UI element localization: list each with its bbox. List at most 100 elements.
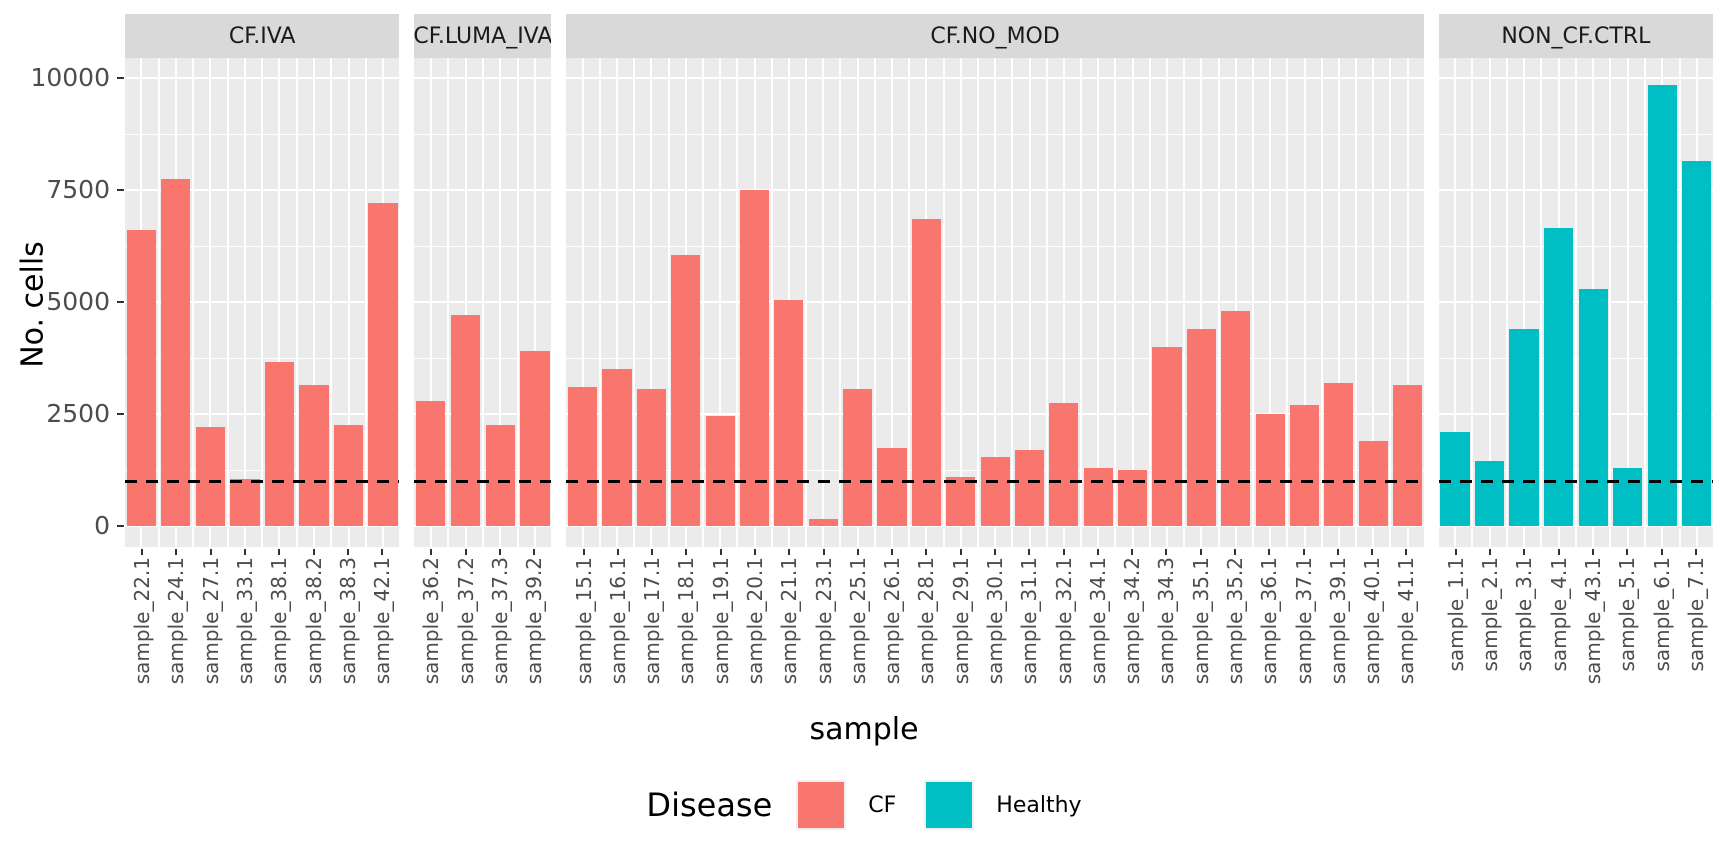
x-tick-label: sample_6.1 [1649,557,1674,672]
x-tick-label: sample_39.2 [522,557,547,685]
x-tick-mark [1576,547,1610,555]
x-tick-label: sample_23.1 [811,557,836,685]
x-labels-row: sample_36.2 sample_37.2 sample_37.3 sample_… [414,555,551,705]
bar-slot [261,58,296,547]
legend-swatch [796,780,847,830]
x-tick-mark [566,547,600,555]
bar-slot [295,58,331,547]
bar [368,203,398,526]
bar-slots [414,58,551,547]
x-tick-label: sample_41.1 [1394,557,1419,685]
bar [1358,440,1388,526]
facet-strip: CF.IVA [125,14,400,58]
bar [1324,382,1354,526]
bar [1509,328,1539,526]
x-label-slot: sample_35.2 [1218,555,1252,705]
y-tick-label: 2500 [46,399,110,428]
bar-slot [770,58,805,547]
bar-slot [566,58,598,547]
facet-NON_CF.CTRL: NON_CF.CTRL sample_1.1 sample_2.1 sample_3.… [1438,14,1713,705]
bar [602,369,632,526]
x-tick-mark [1389,547,1423,555]
bar-slot [976,58,1011,547]
bar-slot [701,58,736,547]
bar [1474,461,1505,526]
x-label-slot: sample_27.1 [194,555,228,705]
bar [450,315,481,526]
x-ticks-row [125,547,399,555]
bar-slot [1609,58,1644,547]
x-tick-mark [635,547,669,555]
bar [1578,288,1608,526]
facet-strip-label: CF.NO_MOD [930,23,1060,49]
x-tick-label: sample_35.2 [1222,557,1247,685]
bar-slot [1045,58,1080,547]
x-label-slot: sample_38.2 [296,555,330,705]
bar [1049,402,1079,526]
x-tick-mark [517,547,551,555]
x-tick-label: sample_38.3 [335,557,360,685]
x-label-slot: sample_19.1 [704,555,738,705]
x-tick-mark [738,547,772,555]
x-tick-mark [841,547,875,555]
bar-slot [516,58,552,547]
x-tick-mark [1473,547,1507,555]
x-tick-label: sample_36.2 [419,557,444,685]
x-tick-label: sample_34.3 [1154,557,1179,685]
x-label-slot: sample_7.1 [1679,555,1713,705]
bar-slot [1471,58,1506,547]
x-tick-label: sample_43.1 [1581,557,1606,685]
bar-slot [1286,58,1320,547]
x-labels-row: sample_15.1 sample_16.1 sample_17.1 sample_… [566,555,1423,705]
x-ticks-row [1439,547,1713,555]
bar [161,178,191,526]
x-label-slot: sample_16.1 [601,555,635,705]
bar [705,416,735,526]
x-tick-mark [1286,547,1320,555]
facet-panels: CF.IVA sample_22.1 sample_24.1 sample_27.1 s… [125,14,1713,705]
x-label-slot: sample_36.2 [414,555,448,705]
bar-slot [1080,58,1114,547]
legend-entry-CF: CF [796,780,897,830]
x-label-slot: sample_39.1 [1321,555,1355,705]
bar [1393,384,1423,526]
bar [1083,467,1113,526]
bar-slot [805,58,839,547]
x-tick-label: sample_7.1 [1683,557,1708,672]
x-label-slot: sample_24.1 [159,555,193,705]
bar-slot [192,58,227,547]
x-tick-mark [125,547,159,555]
x-label-slot: sample_15.1 [566,555,600,705]
x-tick-label: sample_16.1 [605,557,630,685]
x-tick-mark [1610,547,1644,555]
x-label-slot: sample_36.1 [1252,555,1286,705]
legend-entry-label: CF [868,792,897,818]
x-tick-mark [228,547,262,555]
bar-slot [1574,58,1610,547]
bar [636,389,666,526]
plot-panel [414,58,552,547]
x-labels-row: sample_1.1 sample_2.1 sample_3.1 sample_4.1… [1439,555,1713,705]
x-tick-label: sample_5.1 [1615,557,1640,672]
x-tick-mark [1355,547,1389,555]
x-tick-mark [1081,547,1115,555]
bar [1152,346,1182,526]
x-tick-mark [449,547,483,555]
x-tick-label: sample_25.1 [845,557,870,685]
bar [1118,470,1148,526]
x-tick-label: sample_22.1 [130,557,155,685]
bar [843,389,873,526]
bar [230,478,260,526]
facet-strip: CF.LUMA_IVA [414,14,552,58]
x-label-slot: sample_34.3 [1149,555,1183,705]
x-tick-mark [944,547,978,555]
bar-slot [1355,58,1389,547]
bar-slot [942,58,977,547]
x-label-slot: sample_28.1 [909,555,943,705]
x-tick-mark [1679,547,1713,555]
bar [774,299,804,526]
x-tick-label: sample_17.1 [640,557,665,685]
x-tick-label: sample_2.1 [1478,557,1503,672]
x-tick-mark [331,547,365,555]
